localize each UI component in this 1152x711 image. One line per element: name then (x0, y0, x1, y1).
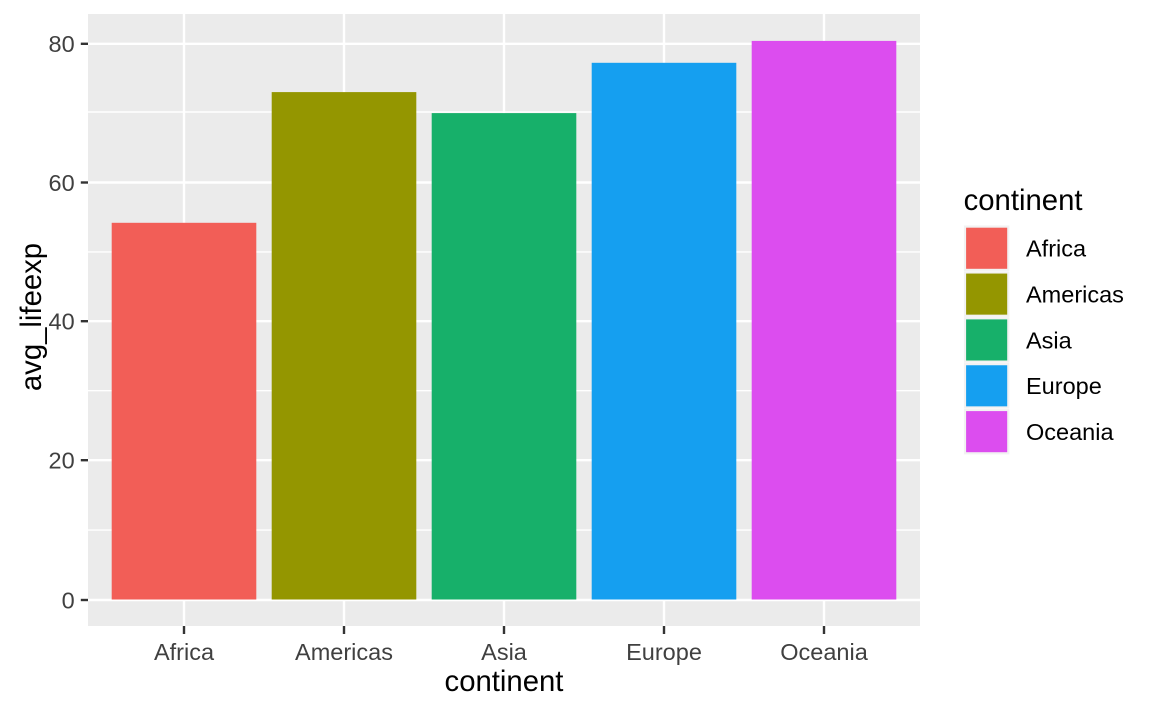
svg-text:continent: continent (445, 665, 564, 698)
svg-text:Oceania: Oceania (780, 639, 868, 665)
svg-text:0: 0 (62, 587, 75, 613)
svg-text:avg_lifeexp: avg_lifeexp (15, 243, 48, 391)
svg-text:80: 80 (49, 31, 75, 57)
svg-text:Americas: Americas (295, 639, 393, 665)
svg-text:Africa: Africa (1026, 236, 1087, 262)
svg-text:60: 60 (49, 170, 75, 196)
svg-text:Asia: Asia (481, 639, 528, 665)
svg-text:Americas: Americas (1026, 282, 1124, 308)
svg-text:Europe: Europe (626, 639, 702, 665)
svg-text:20: 20 (49, 448, 75, 474)
svg-text:Africa: Africa (154, 639, 215, 665)
svg-text:Europe: Europe (1026, 373, 1102, 399)
svg-text:continent: continent (964, 184, 1083, 217)
svg-text:40: 40 (49, 309, 75, 335)
svg-text:Asia: Asia (1026, 327, 1073, 353)
svg-text:Oceania: Oceania (1026, 419, 1114, 445)
